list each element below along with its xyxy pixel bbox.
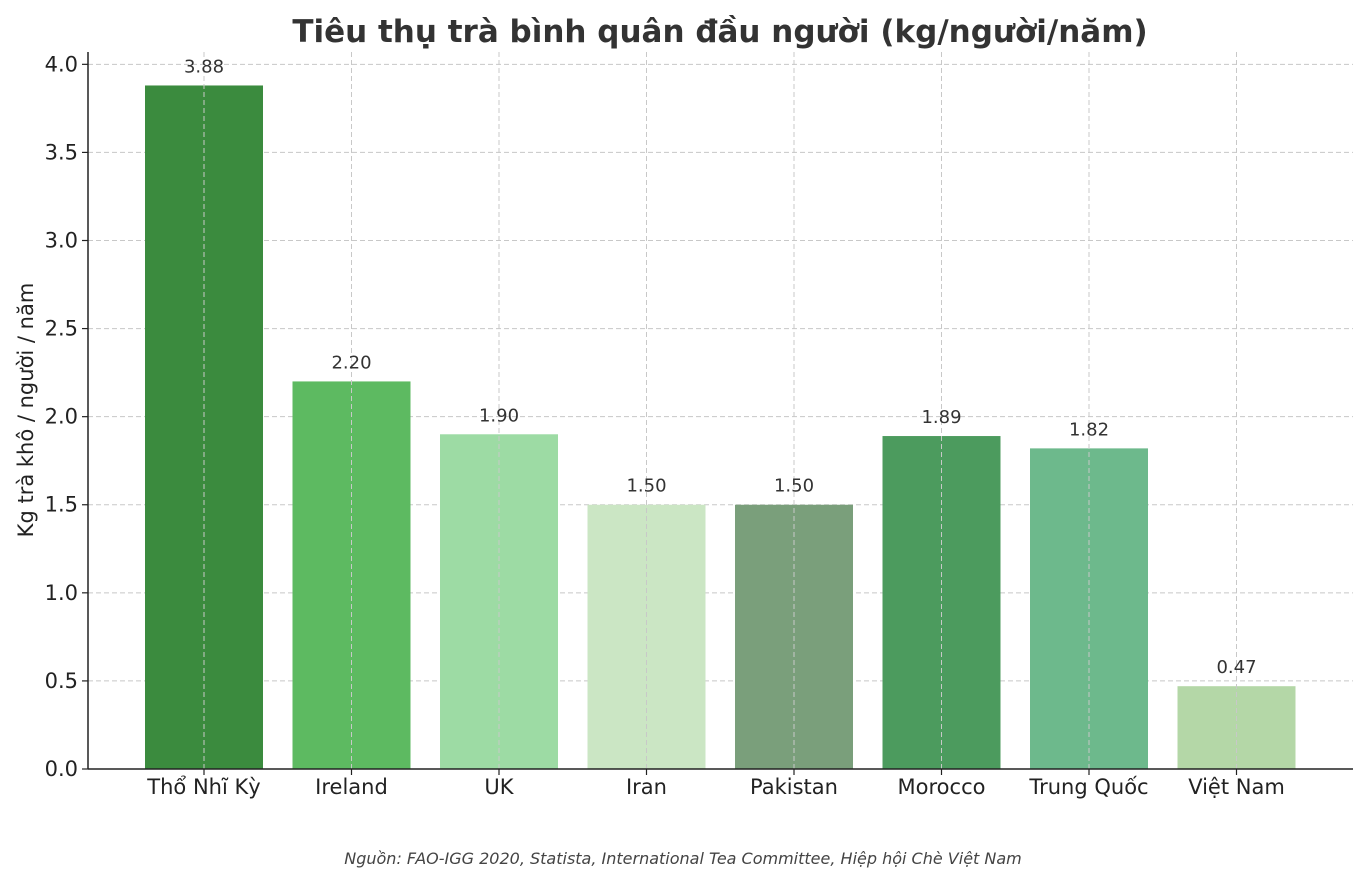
- y-tick-label: 3.0: [45, 228, 78, 252]
- x-tick-label: Iran: [626, 775, 667, 799]
- x-tick-label: UK: [484, 775, 514, 799]
- chart-title: Tiêu thụ trà bình quân đầu người (kg/ngư…: [292, 14, 1147, 50]
- bar-value-label: 2.20: [331, 352, 371, 373]
- bar-value-label: 1.50: [774, 476, 814, 497]
- value-labels: 3.88 2.20 1.90 1.50 1.50 1.89 1.82 0.47: [184, 56, 1257, 678]
- source-note: Nguồn: FAO-IGG 2020, Statista, Internati…: [344, 849, 1022, 868]
- bar-value-label: 1.90: [479, 405, 519, 426]
- y-tick-labels: 0.0 0.5 1.0 1.5 2.0 2.5 3.0 3.5 4.0: [45, 52, 78, 781]
- bar-value-label: 3.88: [184, 56, 224, 77]
- y-tick-label: 1.5: [45, 493, 78, 517]
- grid-lines: [88, 63, 1353, 682]
- bar: [882, 436, 1001, 769]
- bar-value-label: 1.89: [921, 407, 961, 428]
- bar-value-label: 1.82: [1069, 419, 1109, 440]
- y-axis-label: Kg trà khô / người / năm: [14, 283, 38, 538]
- x-tick-label: Ireland: [315, 775, 388, 799]
- y-tick-label: 0.0: [45, 757, 78, 781]
- y-tick-label: 2.5: [45, 317, 78, 341]
- x-tick-label: Morocco: [898, 775, 986, 799]
- x-tick-label: Pakistan: [750, 775, 838, 799]
- y-tick-label: 1.0: [45, 581, 78, 605]
- x-tick-label: Thổ Nhĩ Kỳ: [146, 775, 260, 799]
- x-tick-label: Trung Quốc: [1028, 775, 1148, 799]
- bar: [440, 434, 558, 769]
- x-tick-labels: Thổ Nhĩ Kỳ Ireland UK Iran Pakistan Morocco Tr…: [146, 775, 1285, 799]
- x-tick-label: Việt Nam: [1188, 775, 1285, 799]
- y-tick-label: 2.0: [45, 405, 78, 429]
- y-tick-label: 0.5: [45, 669, 78, 693]
- bar-value-label: 1.50: [626, 476, 666, 497]
- bars: [145, 85, 1296, 769]
- y-tick-label: 3.5: [45, 140, 78, 164]
- bar-value-label: 0.47: [1216, 657, 1256, 678]
- axes: [82, 52, 1353, 775]
- y-tick-label: 4.0: [45, 52, 78, 76]
